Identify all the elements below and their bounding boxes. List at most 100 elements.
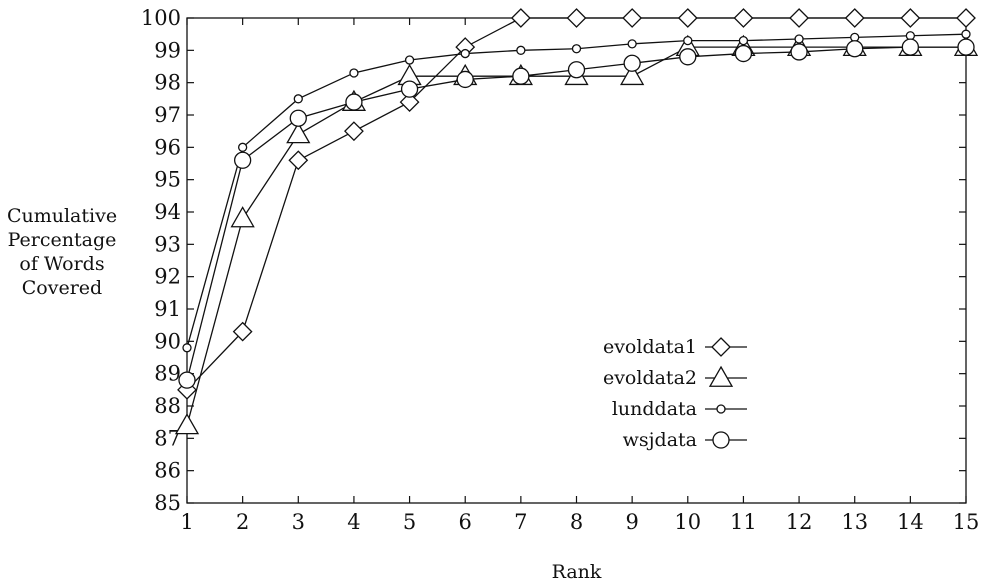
data-point-circle — [567, 61, 586, 79]
x-tick-label: 5 — [403, 510, 416, 534]
legend-marker — [712, 431, 730, 449]
y-tick-label: 91 — [154, 297, 181, 321]
data-point-circle — [178, 371, 196, 389]
y-tick-label: 90 — [154, 329, 181, 353]
x-tick-label: 13 — [841, 510, 868, 534]
x-tick-label: 7 — [514, 510, 527, 534]
y-tick-label: 86 — [154, 459, 181, 483]
data-point-small-circle — [404, 55, 415, 65]
data-point-diamond — [789, 8, 809, 28]
y-tick-label: 97 — [154, 103, 181, 127]
y-tick-label: 93 — [154, 232, 181, 256]
data-point-small-circle — [571, 44, 582, 54]
x-tick-label: 3 — [292, 510, 305, 534]
x-tick-label: 12 — [786, 510, 813, 534]
y-tick-label: 94 — [154, 200, 181, 224]
data-point-triangle — [174, 413, 200, 435]
y-tick-label: 95 — [154, 168, 181, 192]
legend-marker — [711, 337, 731, 357]
legend-label: evoldata1 — [603, 336, 697, 358]
data-point-diamond — [622, 8, 643, 28]
series-line — [186, 46, 966, 381]
data-point-small-circle — [237, 142, 248, 152]
data-point-triangle — [286, 122, 311, 144]
legend-label: wsjdata — [623, 429, 697, 451]
data-point-diamond — [733, 8, 754, 28]
data-point-circle — [846, 40, 864, 58]
x-tick-label: 14 — [897, 510, 924, 534]
data-point-diamond — [566, 8, 587, 28]
data-point-circle — [233, 151, 252, 169]
data-point-small-circle — [460, 48, 470, 59]
data-point-small-circle — [738, 35, 749, 46]
data-point-circle — [901, 38, 920, 56]
data-point-small-circle — [293, 94, 303, 104]
data-point-diamond — [677, 8, 698, 28]
x-tick-label: 8 — [570, 510, 583, 534]
data-point-diamond — [288, 150, 309, 171]
data-point-small-circle — [627, 39, 637, 49]
x-tick-label: 6 — [459, 510, 472, 534]
data-point-diamond — [510, 8, 531, 28]
data-point-circle — [512, 67, 530, 85]
data-point-circle — [679, 48, 697, 66]
y-axis-label-line: Covered — [22, 277, 102, 299]
plot-frame — [186, 17, 967, 504]
y-tick-label: 92 — [154, 265, 181, 289]
data-point-diamond — [956, 8, 976, 28]
y-axis-label-line: of Words — [19, 253, 104, 275]
data-point-diamond — [232, 321, 253, 342]
legend-label: evoldata2 — [603, 367, 697, 389]
data-point-small-circle — [182, 343, 192, 353]
y-tick-label: 85 — [154, 491, 181, 515]
data-point-circle — [400, 80, 419, 98]
legend: evoldata1 evoldata2 lunddata wsjdata — [603, 336, 747, 451]
x-axis-label: Rank — [552, 561, 602, 582]
data-point-circle — [345, 93, 363, 111]
x-tick-label: 9 — [625, 510, 638, 534]
legend-marker — [708, 365, 734, 387]
y-tick-label: 88 — [154, 394, 181, 418]
series-lunddata — [182, 29, 971, 353]
legend-label: lunddata — [612, 398, 697, 420]
series-evoldata1 — [177, 8, 976, 400]
data-point-small-circle — [349, 68, 359, 78]
y-tick-label: 100 — [141, 6, 181, 30]
y-tick-label: 96 — [154, 135, 181, 159]
y-tick-label: 99 — [154, 38, 181, 62]
data-point-small-circle — [794, 34, 804, 44]
y-axis-label-line: Percentage — [8, 229, 117, 251]
x-tick-label: 15 — [953, 510, 980, 534]
data-point-triangle — [230, 206, 255, 228]
x-tick-label: 11 — [730, 510, 757, 534]
series-wsjdata — [178, 38, 975, 389]
data-point-diamond — [844, 8, 865, 28]
data-point-diamond — [900, 8, 921, 28]
legend-marker — [716, 404, 726, 414]
x-tick-label: 1 — [180, 510, 193, 534]
x-tick-label: 4 — [347, 510, 360, 534]
axes — [186, 17, 967, 504]
data-point-triangle — [620, 63, 645, 86]
data-point-circle — [623, 54, 641, 72]
y-axis-label-line: Cumulative — [7, 205, 117, 227]
series-line — [186, 46, 966, 426]
data-point-circle — [289, 109, 307, 127]
data-point-circle — [790, 43, 808, 61]
data-point-diamond — [399, 92, 420, 112]
series-group — [174, 8, 979, 435]
data-point-circle — [456, 70, 474, 89]
x-tick-label: 2 — [236, 510, 249, 534]
data-point-small-circle — [516, 45, 526, 55]
data-point-diamond — [344, 121, 364, 142]
data-point-small-circle — [961, 29, 971, 39]
y-tick-label: 98 — [154, 71, 181, 95]
data-point-circle — [957, 38, 975, 56]
y-tick-label: 89 — [154, 362, 181, 386]
data-point-circle — [734, 44, 753, 63]
data-point-small-circle — [683, 35, 693, 46]
y-tick-label: 87 — [154, 426, 181, 450]
